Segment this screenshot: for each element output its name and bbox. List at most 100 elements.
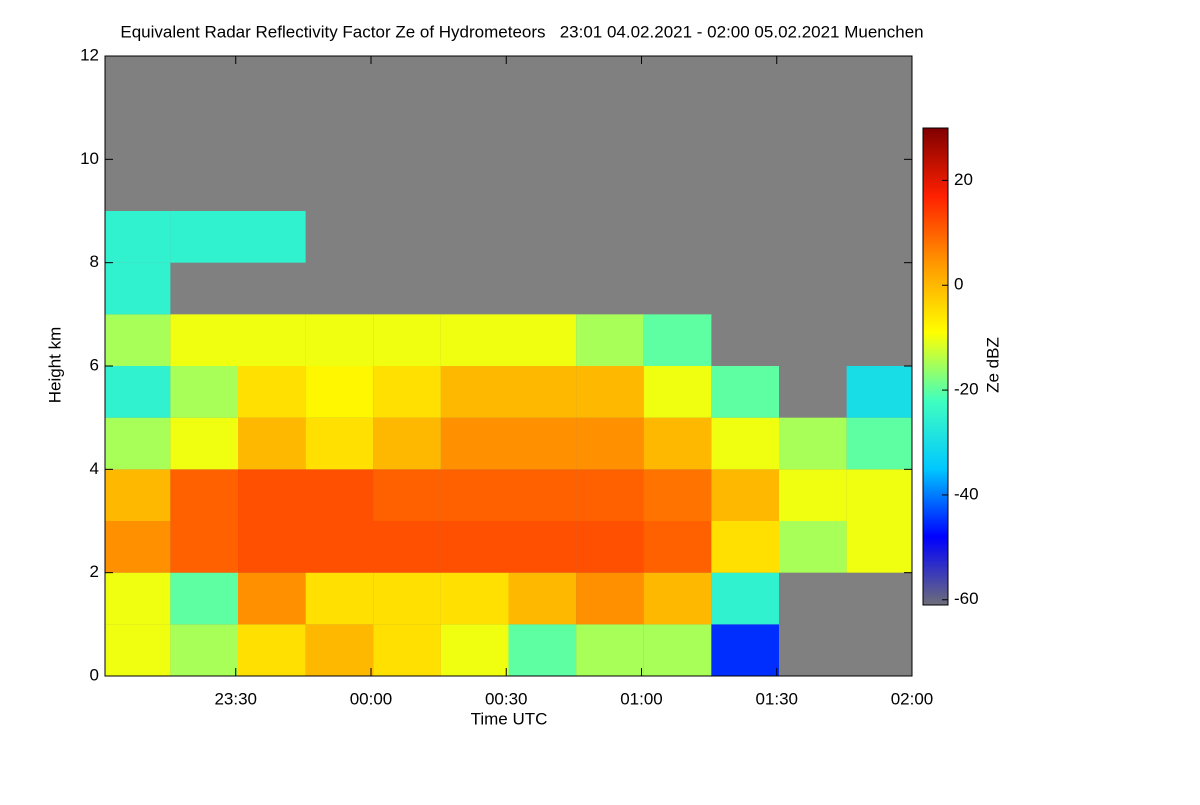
colorbar-tick-label: 20: [954, 170, 973, 189]
heatmap-cell: [508, 521, 577, 573]
heatmap-cell: [305, 624, 374, 676]
heatmap-cell: [576, 417, 644, 470]
heatmap-cell: [305, 366, 374, 418]
heatmap-cell: [305, 314, 374, 366]
colorbar-tick-label: 0: [954, 275, 963, 294]
heatmap-cell: [643, 521, 712, 573]
heatmap-cell: [105, 262, 171, 315]
heatmap-cell: [779, 521, 847, 573]
heatmap-cell: [237, 521, 306, 573]
x-tick-label: 01:00: [620, 689, 663, 708]
heatmap-cell: [237, 366, 306, 418]
heatmap-cell: [237, 624, 306, 676]
heatmap-cell: [170, 366, 238, 418]
colorbar: [922, 127, 949, 606]
heatmap-cell: [576, 469, 644, 521]
heatmap-cell: [576, 572, 644, 625]
heatmap-cell: [576, 366, 644, 418]
heatmap-cell: [643, 469, 712, 521]
heatmap-cell: [508, 469, 577, 521]
heatmap-cell: [846, 469, 912, 521]
heatmap-cell: [643, 314, 712, 366]
heatmap-cell: [237, 572, 306, 625]
heatmap-cell: [170, 417, 238, 470]
heatmap-cell: [711, 417, 780, 470]
heatmap-cell: [576, 521, 644, 573]
heatmap-cell: [305, 417, 374, 470]
heatmap-cell: [237, 314, 306, 366]
heatmap-cell: [779, 417, 847, 470]
heatmap-cell: [170, 469, 238, 521]
heatmap-cell: [305, 469, 374, 521]
colorbar-tick-label: -20: [954, 380, 979, 399]
heatmap-cell: [373, 314, 441, 366]
heatmap-cell: [373, 624, 441, 676]
heatmap-cell: [105, 624, 171, 676]
y-tick-label: 6: [90, 355, 99, 374]
heatmap-cell: [105, 417, 171, 470]
heatmap-cell: [105, 469, 171, 521]
heatmap-cell: [508, 572, 577, 625]
heatmap-cell: [305, 521, 374, 573]
heatmap-cell: [170, 624, 238, 676]
heatmap-cell: [170, 211, 238, 263]
y-axis-label: Height km: [45, 327, 64, 404]
heatmap-cell: [105, 572, 171, 625]
heatmap-cell: [643, 572, 712, 625]
colorbar-tick-label: -60: [954, 589, 979, 608]
heatmap-cell: [170, 314, 238, 366]
x-tick-label: 01:30: [755, 689, 798, 708]
heatmap-cell: [373, 417, 441, 470]
heatmap-cell: [440, 572, 509, 625]
heatmap-cell: [440, 624, 509, 676]
heatmap-cell: [440, 366, 509, 418]
chart-title: Equivalent Radar Reflectivity Factor Ze …: [120, 22, 923, 41]
y-tick-label: 4: [90, 459, 99, 478]
heatmap-cell: [170, 572, 238, 625]
heatmap-cell: [643, 624, 712, 676]
heatmap-cell: [711, 572, 780, 625]
colorbar-label: Ze dBZ: [983, 337, 1002, 393]
heatmap-cell: [711, 469, 780, 521]
heatmap-cell: [643, 366, 712, 418]
y-tick-label: 10: [80, 149, 99, 168]
y-tick-label: 0: [90, 665, 99, 684]
y-tick-label: 8: [90, 252, 99, 271]
y-tick-label: 12: [80, 45, 99, 64]
x-axis-label: Time UTC: [471, 709, 548, 728]
heatmap-cell: [373, 572, 441, 625]
heatmap-cell: [373, 521, 441, 573]
y-tick-label: 2: [90, 562, 99, 581]
heatmap-cell: [440, 521, 509, 573]
heatmap-cell: [846, 417, 912, 470]
heatmap-cell: [711, 521, 780, 573]
heatmap-cell: [440, 314, 509, 366]
colorbar-tick-label: -40: [954, 484, 979, 503]
heatmap-cell: [440, 417, 509, 470]
heatmap-cell: [237, 211, 306, 263]
heatmap-cell: [711, 624, 780, 676]
heatmap-cell: [105, 366, 171, 418]
heatmap-cell: [711, 366, 780, 418]
heatmap-cell: [508, 314, 577, 366]
heatmap-cell: [846, 366, 912, 418]
heatmap-cell: [237, 417, 306, 470]
heatmap-cell: [508, 624, 577, 676]
heatmap-cell: [508, 366, 577, 418]
heatmap-cell: [440, 469, 509, 521]
heatmap-cell: [105, 314, 171, 366]
heatmap-cell: [105, 211, 171, 263]
x-tick-label: 00:30: [485, 689, 528, 708]
heatmap-cell: [170, 521, 238, 573]
heatmap-cell: [576, 624, 644, 676]
heatmap-cell: [508, 417, 577, 470]
heatmap-cell: [105, 521, 171, 573]
heatmap-cell: [373, 469, 441, 521]
heatmap-cell: [846, 521, 912, 573]
heatmap-cell: [305, 572, 374, 625]
heatmap-cell: [779, 469, 847, 521]
heatmap-cell: [373, 366, 441, 418]
heatmap-cell: [643, 417, 712, 470]
x-tick-label: 23:30: [214, 689, 257, 708]
